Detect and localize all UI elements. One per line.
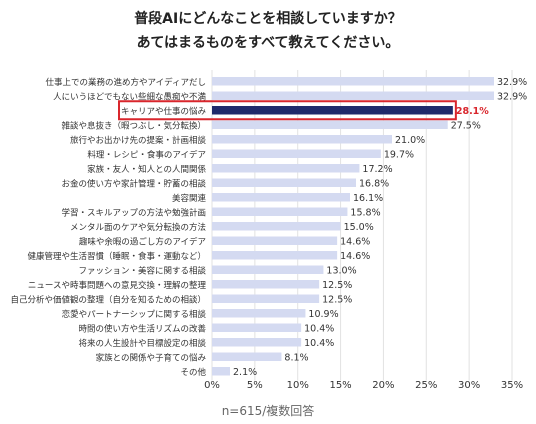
- value-label: 16.8%: [359, 178, 389, 189]
- category-label: 自己分析や価値観の整理（自分を知るための相談）: [10, 294, 206, 305]
- category-label: 将来の人生設計や目標設定の相談: [78, 338, 206, 349]
- category-label: 旅行やお出かけ先の提案・計画相談: [70, 135, 207, 146]
- bar: [212, 367, 230, 376]
- value-label: 10.4%: [304, 323, 334, 334]
- x-tick-label: 25%: [415, 380, 437, 391]
- sample-note: n=615/複数回答: [221, 404, 315, 418]
- value-label: 12.5%: [322, 294, 352, 305]
- category-label: 料理・レシピ・食事のアイデア: [87, 149, 206, 160]
- x-tick-label: 10%: [287, 380, 309, 391]
- value-label: 14.6%: [340, 236, 370, 247]
- bar: [212, 251, 338, 260]
- value-label: 19.7%: [384, 149, 414, 160]
- category-label: 趣味や余暇の過ごし方のアイデア: [79, 236, 206, 247]
- bar: [212, 280, 320, 289]
- bar: [212, 265, 324, 274]
- x-tick-label: 0%: [204, 380, 220, 391]
- category-label: キャリアや仕事の悩み: [121, 106, 207, 117]
- bar: [212, 91, 494, 100]
- value-label: 10.4%: [304, 338, 334, 349]
- category-label: 学習・スキルアップの方法や勉強計画: [61, 207, 206, 218]
- bar: [212, 178, 356, 187]
- value-label: 13.0%: [326, 265, 356, 276]
- category-label: 恋愛やパートナーシップに関する相談: [62, 309, 207, 320]
- value-label: 32.9%: [497, 91, 527, 102]
- bar: [212, 149, 381, 158]
- value-label: 16.1%: [353, 193, 383, 204]
- value-label: 21.0%: [395, 135, 425, 146]
- bar: [212, 309, 306, 318]
- x-tick-label: 5%: [247, 380, 263, 391]
- category-label: その他: [180, 367, 206, 378]
- value-label: 32.9%: [497, 77, 527, 88]
- category-label: メンタル面のケアや気分転換の方法: [70, 222, 206, 233]
- bar: [212, 106, 453, 115]
- highlight-box: [118, 100, 457, 121]
- value-label: 14.6%: [340, 251, 370, 262]
- value-label: 15.8%: [350, 207, 380, 218]
- value-label: 12.5%: [322, 280, 352, 291]
- value-label: 17.2%: [362, 164, 392, 175]
- value-label: 28.1%: [456, 106, 489, 117]
- category-label: お金の使い方や家計管理・貯蓄の相談: [61, 178, 206, 189]
- bar: [212, 222, 341, 231]
- value-label: 10.9%: [308, 309, 338, 320]
- x-tick-label: 30%: [458, 380, 480, 391]
- x-tick-label: 15%: [329, 380, 351, 391]
- value-label: 15.0%: [344, 222, 374, 233]
- category-label: 仕事上での業務の進め方やアイディアだし: [46, 77, 206, 88]
- bar: [212, 193, 350, 202]
- category-label: 雑談や息抜き（暇つぶし・気分転換）: [61, 120, 206, 131]
- category-label: 家族との関係や子育ての悩み: [96, 352, 207, 363]
- category-label: 人にいうほどでもない些細な愚痴や不満: [53, 91, 206, 102]
- bar: [212, 236, 338, 245]
- value-label: 2.1%: [233, 367, 257, 378]
- category-label: 家族・友人・知人との人間関係: [87, 164, 206, 175]
- category-label: 時間の使い方や生活リズムの改善: [78, 323, 206, 334]
- bar: [212, 207, 348, 216]
- chart-title-line-2: あてはまるものをすべて教えてください。: [136, 35, 400, 51]
- bar: [212, 135, 392, 144]
- bar: [212, 164, 360, 173]
- category-label: 美容関連: [172, 193, 207, 204]
- category-label: 健康管理や生活習慣（睡眠・食事・運動など）: [27, 251, 206, 262]
- bar: [212, 352, 282, 361]
- bar: [212, 120, 448, 129]
- bar: [212, 294, 320, 303]
- bar: [212, 338, 302, 347]
- bar: [212, 77, 494, 86]
- chart-title-line-1: 普段AIにどんなことを相談していますか？: [134, 11, 402, 27]
- value-label: 8.1%: [284, 352, 308, 363]
- category-label: ニュースや時事問題への意見交換・理解の整理: [28, 280, 207, 291]
- value-label: 27.5%: [451, 120, 481, 131]
- bar: [212, 323, 302, 332]
- x-tick-label: 20%: [372, 380, 394, 391]
- category-label: ファッション・美容に関する相談: [78, 265, 206, 276]
- x-tick-label: 35%: [501, 380, 523, 391]
